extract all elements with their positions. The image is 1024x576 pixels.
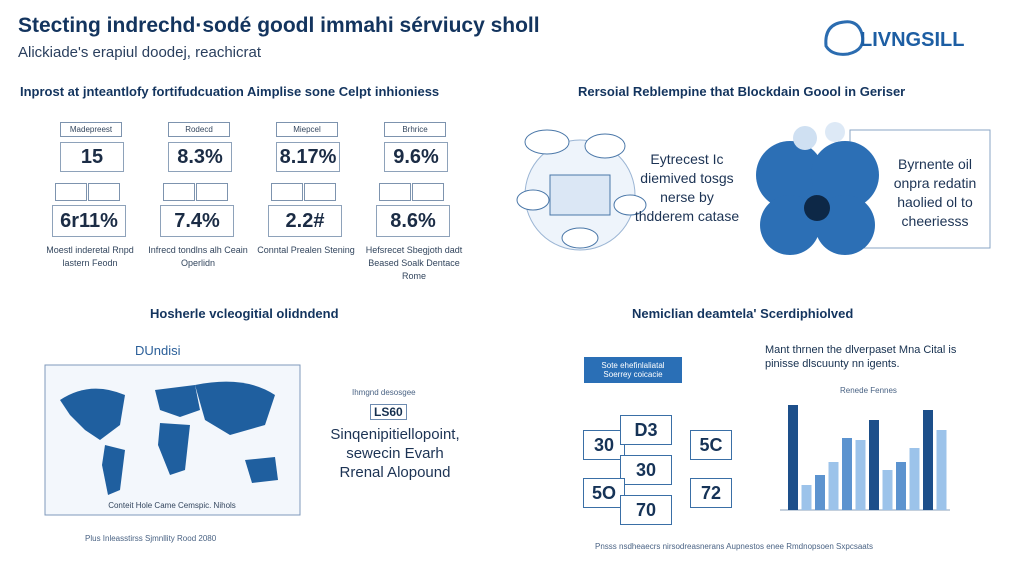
caption: Infrecd tondlns alh Ceain Operlidn bbox=[148, 245, 248, 268]
section-title: Nemiclian deamtela' Scerdiphiolved bbox=[632, 306, 854, 321]
bar bbox=[896, 462, 906, 510]
stat-value: 15 bbox=[60, 142, 124, 172]
card-cell bbox=[163, 183, 195, 201]
card-cell bbox=[412, 183, 444, 201]
card-label: Rodecd bbox=[168, 122, 230, 137]
number-box: 70 bbox=[620, 495, 672, 525]
stat-value: 8.6% bbox=[376, 205, 450, 237]
bar bbox=[869, 420, 879, 510]
card-cell bbox=[55, 183, 87, 201]
card-cell bbox=[271, 183, 303, 201]
bar bbox=[936, 430, 947, 510]
logo: LIVNGSILL bbox=[824, 20, 964, 56]
stat-value: 6r11% bbox=[52, 205, 126, 237]
bar bbox=[882, 470, 893, 510]
card-cell bbox=[196, 183, 228, 201]
stat-value: 8.17% bbox=[276, 142, 340, 172]
card-cell bbox=[379, 183, 411, 201]
bar bbox=[815, 475, 825, 510]
number-box: 30 bbox=[583, 430, 625, 460]
subtitle: Alickiade's erapiul doodej, reachicrat bbox=[18, 44, 261, 61]
stat-value: 9.6% bbox=[384, 142, 448, 172]
card-cell bbox=[304, 183, 336, 201]
number-box: 5O bbox=[583, 478, 625, 508]
number-box: 72 bbox=[690, 478, 732, 508]
stat-value: 7.4% bbox=[160, 205, 234, 237]
map-label: DUndisi bbox=[135, 345, 181, 358]
chart-title: Renede Fennes bbox=[840, 386, 897, 395]
bar bbox=[801, 485, 812, 510]
badge: LS60 bbox=[370, 404, 407, 420]
map-caption: Conteit Hole Came Cemspic. Nihols bbox=[108, 501, 236, 510]
bar bbox=[909, 448, 920, 510]
section-title: Hosherle vcleogitial olidndend bbox=[150, 306, 339, 321]
text-block: Eytrecest Ic diemived tosgs nerse by thd… bbox=[634, 151, 740, 224]
stat-value: 2.2# bbox=[268, 205, 342, 237]
stat-value: 8.3% bbox=[168, 142, 232, 172]
logo-text: LIVNGSILL bbox=[860, 29, 964, 51]
caption: Hefsrecet Sbegjoth dadt Beased Soalk Den… bbox=[365, 245, 463, 281]
bar bbox=[855, 440, 866, 510]
card-label: Brhrice bbox=[384, 122, 446, 137]
text-block: Byrnente oil onpra redatin haolied ol to… bbox=[893, 156, 977, 229]
number-box: 30 bbox=[620, 455, 672, 485]
caption: Conntal Prealen Stening bbox=[257, 245, 355, 255]
footnote: Pnsss nsdheaecrs nirsodreasnerans Aupnes… bbox=[595, 542, 873, 551]
footnote: Plus Inleasstirss Sjmnllity Rood 2080 bbox=[85, 534, 217, 543]
card-label: Madepreest bbox=[60, 122, 122, 137]
callout: Sote ehefinlaliatal Soerrey coicacie bbox=[584, 357, 682, 383]
card-label: Miepcel bbox=[276, 122, 338, 137]
text-block: Sinqenipitiellopoint, sewecin Evarh Rren… bbox=[330, 426, 460, 481]
network-illustration bbox=[516, 122, 991, 255]
bar bbox=[923, 410, 933, 510]
world-map: DUndisi Conteit Hole Came Cemspic. Nihol… bbox=[44, 345, 301, 516]
number-box: 5C bbox=[690, 430, 732, 460]
bar-chart bbox=[780, 405, 950, 511]
label: Ihmgnd desosgee bbox=[352, 388, 416, 397]
bar bbox=[828, 462, 839, 510]
caption: Moestl inderetal Rnpd lastern Feodn bbox=[46, 245, 134, 268]
number-box: D3 bbox=[620, 415, 672, 445]
text-block: Mant thrnen the dlverpaset Mna Cital is … bbox=[765, 344, 957, 370]
title: Stecting indrechd·sodé goodl immahi sérv… bbox=[18, 14, 540, 37]
bar bbox=[788, 405, 798, 510]
bar bbox=[842, 438, 852, 510]
card-cell bbox=[88, 183, 120, 201]
section-title: Inprost at jnteantlofy fortifudcuation A… bbox=[20, 84, 440, 99]
section-title: Rersoial Reblempine that Blockdain Goool… bbox=[578, 84, 906, 99]
